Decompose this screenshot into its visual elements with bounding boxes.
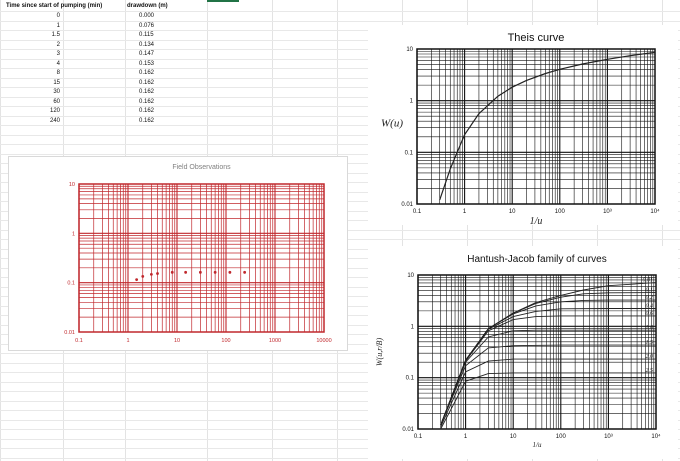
chart-title: Field Observations — [172, 164, 231, 171]
series-label: 2.0 — [646, 354, 654, 360]
cell-drawdown[interactable]: 0.000 — [139, 13, 155, 19]
x-tick-label: 0.1 — [413, 209, 422, 215]
x-tick-label: 100 — [555, 209, 566, 215]
x-tick-label: 10⁴ — [651, 433, 661, 440]
data-point — [243, 270, 247, 274]
series-label: 0.2 — [646, 295, 654, 301]
x-axis-label: 1/u — [533, 441, 542, 449]
y-tick-label: 1 — [410, 99, 414, 105]
data-point — [198, 270, 202, 274]
data-point — [184, 270, 188, 274]
cell-drawdown[interactable]: 0.134 — [139, 41, 155, 48]
cell-time[interactable]: 4 — [56, 60, 60, 67]
series-label: 2.5 — [646, 368, 654, 374]
series-line — [440, 358, 656, 428]
y-tick-label: 0.01 — [402, 427, 414, 433]
cell-time[interactable]: 120 — [49, 108, 60, 114]
data-point — [141, 274, 145, 278]
x-tick-label: 10³ — [604, 434, 613, 440]
x-tick-label: 0.1 — [75, 338, 83, 344]
series-line — [440, 315, 656, 426]
x-tick-label: 10 — [509, 209, 516, 215]
cell-drawdown[interactable]: 0.153 — [139, 60, 155, 67]
plot-border — [417, 274, 657, 430]
cell-drawdown[interactable]: 0.162 — [139, 108, 155, 114]
x-tick-label: 10⁴ — [650, 208, 660, 215]
data-point — [149, 273, 153, 276]
chart-field-observations[interactable]: 0.1 1 10 100 1000 10000 10 1 0.1 0.01 Field Observ… — [8, 156, 348, 351]
x-tick-label: 10 — [510, 434, 517, 440]
cell-time[interactable]: 0 — [56, 13, 60, 19]
y-tick-label: 0.1 — [406, 376, 415, 382]
cell-drawdown[interactable]: 0.076 — [139, 22, 155, 29]
series-line — [440, 329, 656, 426]
x-tick-label: 0.1 — [414, 434, 423, 440]
active-cell-marker — [207, 0, 239, 2]
data-point — [135, 278, 139, 282]
x-tick-label: 100 — [556, 434, 567, 440]
plot-border — [78, 183, 325, 333]
y-tick-label: 10 — [407, 273, 414, 279]
cell-drawdown[interactable]: 0.162 — [139, 117, 155, 124]
cell-drawdown[interactable]: 0.147 — [139, 51, 155, 57]
cell-time[interactable]: 1.5 — [51, 32, 60, 38]
grid — [417, 275, 656, 430]
data-point — [228, 270, 232, 274]
chart-hantush-jacob[interactable]: 0.1 1 10 100 10³ 10⁴ 10 1 0.1 0.01 Hantush-Jacob f… — [368, 246, 678, 459]
grid — [78, 184, 324, 333]
y-tick-label: 10 — [69, 182, 75, 188]
data-point — [156, 272, 159, 275]
chart-theis-curve[interactable]: 0.1 1 10 100 10³ 10⁴ 10 1 0.1 0.01 Theis curve 1/u W… — [368, 25, 678, 225]
series-label: 0.1 — [646, 288, 654, 294]
cell-time[interactable]: 3 — [56, 51, 60, 57]
series-line — [439, 51, 656, 201]
y-tick-label: 0.01 — [401, 202, 413, 208]
cell-time[interactable]: 15 — [53, 79, 60, 86]
x-tick-label: 1 — [464, 434, 468, 440]
x-tick-label: 1 — [126, 338, 129, 344]
cell-time[interactable]: 8 — [56, 70, 60, 76]
cell-time[interactable]: 60 — [53, 98, 60, 105]
x-tick-label: 100 — [221, 338, 230, 344]
header-drawdown[interactable]: drawdown (m) — [127, 3, 168, 9]
cell-time[interactable]: 2 — [56, 41, 60, 48]
header-time[interactable]: Time since start of pumping (min) — [6, 3, 103, 9]
cell-drawdown[interactable]: 0.162 — [139, 89, 155, 95]
x-axis-label: 1/u — [530, 216, 543, 225]
data-point — [213, 270, 217, 274]
cell-time[interactable]: 240 — [49, 117, 60, 124]
series-label: 0.4 — [646, 302, 654, 309]
series-label: 1.5 — [646, 340, 654, 346]
y-tick-label: 1 — [411, 324, 415, 330]
data-point — [170, 270, 174, 274]
grid — [416, 49, 655, 205]
chart-title: Hantush-Jacob family of curves — [467, 254, 607, 265]
cell-time[interactable]: 1 — [56, 22, 60, 29]
x-tick-label: 10 — [174, 338, 180, 344]
plot-border — [416, 48, 656, 205]
y-tick-label: 0.1 — [67, 281, 75, 287]
x-tick-label: 10000 — [316, 338, 331, 344]
series-line — [440, 344, 656, 426]
cell-drawdown[interactable]: 0.162 — [139, 98, 155, 105]
chart-title: Theis curve — [508, 32, 565, 44]
series-line — [440, 372, 656, 430]
y-tick-label: 0.1 — [405, 150, 414, 156]
cell-drawdown[interactable]: 0.162 — [139, 70, 155, 76]
y-axis-label: W(u) — [381, 118, 403, 130]
y-tick-label: 1 — [72, 231, 75, 237]
series-label: 1.0 — [646, 325, 654, 331]
y-tick-label: 0.01 — [64, 330, 75, 336]
cell-drawdown[interactable]: 0.115 — [139, 32, 154, 38]
series-line — [440, 308, 656, 426]
series-label: 0.01 — [643, 278, 654, 284]
x-tick-label: 1000 — [269, 338, 281, 344]
x-tick-label: 10³ — [603, 209, 612, 215]
y-axis-label: W(u,r/B) — [375, 338, 384, 367]
cell-drawdown[interactable]: 0.162 — [139, 79, 155, 86]
y-tick-label: 10 — [406, 47, 413, 53]
x-tick-label: 1 — [463, 209, 467, 215]
series-label: 0.6 — [646, 311, 654, 317]
cell-time[interactable]: 30 — [53, 89, 60, 95]
